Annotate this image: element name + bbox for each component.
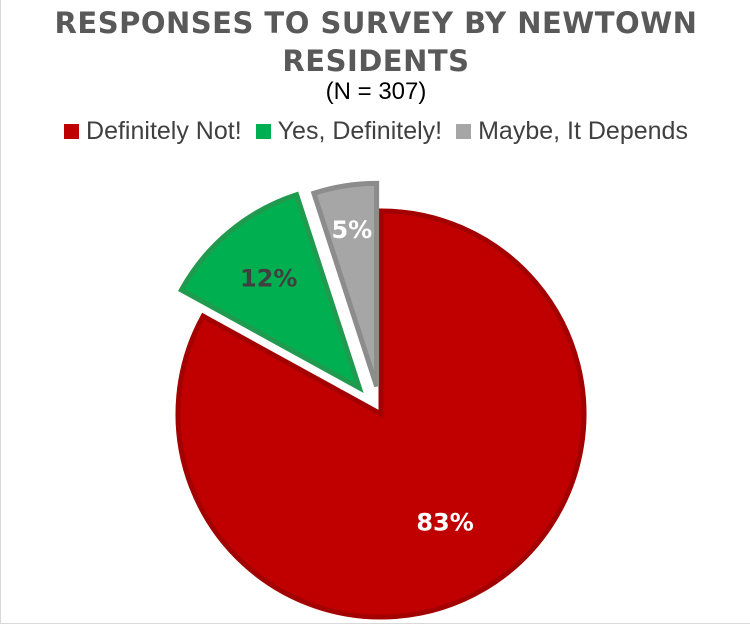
legend: Definitely Not! Yes, Definitely! Maybe, … [1,114,750,148]
legend-label-maybe: Maybe, It Depends [478,117,688,145]
legend-label-definitely-not: Definitely Not! [86,117,242,145]
chart-subtitle: (N = 307) [325,78,427,105]
pie-slice-definitely-not [175,208,587,620]
pie-slice-maybe-it-depends [310,180,380,388]
chart-title-line-2: RESIDENTS [282,44,470,78]
slice-label-yes-definitely: 12% [240,264,297,292]
legend-item-yes-definitely: Yes, Definitely! [255,114,443,148]
legend-label-yes-definitely: Yes, Definitely! [277,117,443,145]
legend-swatch-maybe [456,123,472,139]
legend-item-definitely-not: Definitely Not! [64,114,242,148]
legend-item-maybe: Maybe, It Depends [456,114,688,148]
legend-swatch-definitely-not [64,123,80,139]
pie-slice-yes-definitely [178,191,364,394]
legend-swatch-yes-definitely [255,123,271,139]
slice-label-definitely-not: 83% [416,508,473,536]
chart-title-line-1: RESPONSES TO SURVEY BY NEWTOWN [54,6,698,40]
slice-label-maybe-it-depends: 5% [331,216,372,244]
chart-title: RESPONSES TO SURVEY BY NEWTOWN RESIDENTS [1,4,750,80]
